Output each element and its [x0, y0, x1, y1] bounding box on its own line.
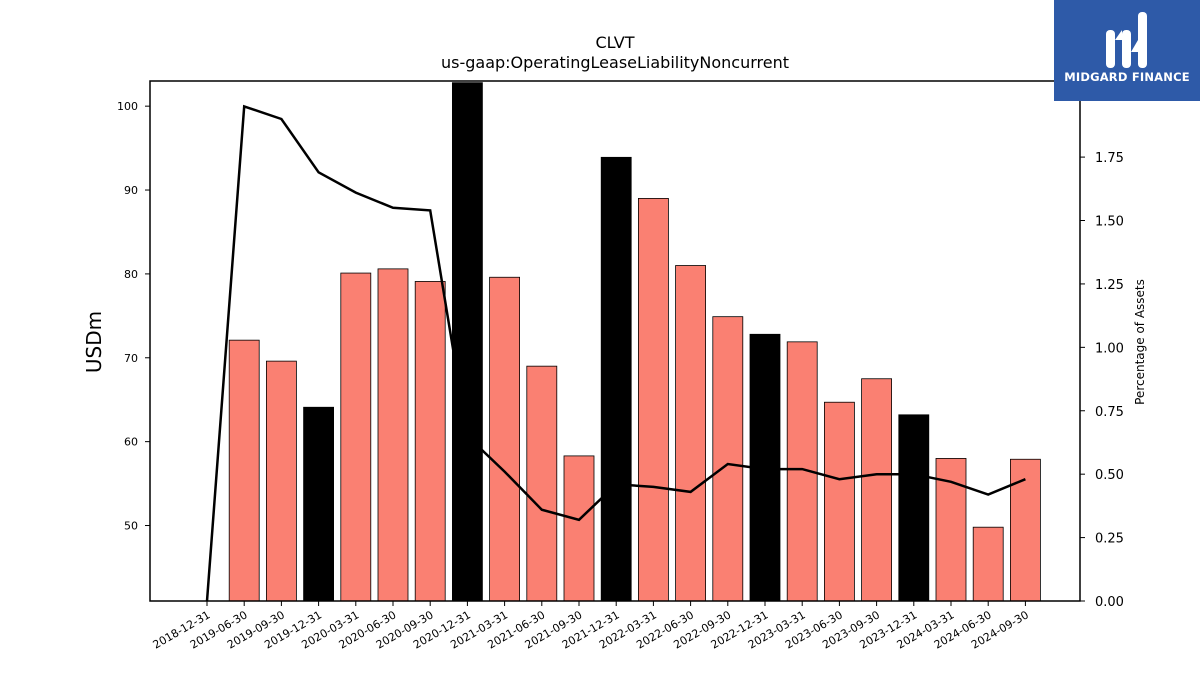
percentage-of-assets-line: [205, 104, 1026, 602]
bar-2022-03-31: [638, 198, 669, 602]
y-axis-label: USDm: [82, 311, 106, 373]
y2-tick-label: 1.50: [1095, 215, 1124, 230]
bar-2023-06-30: [824, 401, 855, 602]
bar-2020-12-31: [451, 82, 483, 602]
brand-mark-icon: [1106, 12, 1147, 68]
bar-2021-12-31: [600, 156, 632, 602]
bar-2023-09-30: [861, 378, 892, 602]
bar-2021-09-30: [563, 455, 595, 602]
y2-axis-label: Percentage of Assets: [1133, 279, 1147, 405]
bar-2021-06-30: [526, 365, 558, 602]
plot-frame: [149, 80, 1081, 602]
bar-2021-03-31: [489, 276, 521, 602]
y-tick-label: 50: [124, 520, 138, 533]
y2-tick-label: 0.25: [1095, 532, 1124, 547]
y-tick-label: 70: [124, 352, 138, 365]
brand-logo: MIDGARD FINANCE: [1054, 0, 1200, 101]
y-tick-label: 80: [124, 268, 138, 281]
chart-subtitle: us-gaap:OperatingLeaseLiabilityNoncurren…: [441, 53, 789, 72]
bar-2023-12-31: [898, 414, 930, 602]
y-tick-label: 100: [117, 100, 138, 113]
bar-2020-03-31: [340, 272, 372, 602]
y2-tick-label: 0.75: [1095, 405, 1124, 420]
brand-name: MIDGARD FINANCE: [1064, 70, 1190, 84]
y2-tick-label: 1.75: [1095, 151, 1124, 166]
bar-2019-09-30: [265, 360, 297, 602]
bar-2019-12-31: [303, 406, 335, 602]
y-tick-label: 60: [124, 436, 138, 449]
y2-tick-label: 0.00: [1095, 595, 1124, 610]
bar-2022-09-30: [712, 316, 744, 602]
chart-title: CLVT: [595, 33, 634, 52]
y-tick-label: 90: [124, 184, 138, 197]
y2-tick-label: 1.25: [1095, 278, 1124, 293]
bar-2020-09-30: [414, 281, 446, 602]
y2-tick-label: 1.00: [1095, 341, 1124, 356]
bar-2024-06-30: [972, 526, 1004, 602]
y2-tick-label: 0.50: [1095, 468, 1124, 483]
bar-2020-06-30: [377, 268, 409, 602]
bar-2019-06-30: [228, 339, 260, 602]
bar-2022-06-30: [675, 265, 706, 602]
